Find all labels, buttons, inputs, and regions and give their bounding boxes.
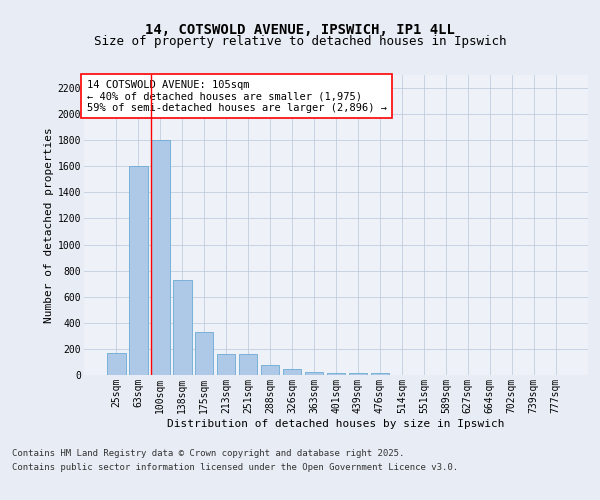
- Bar: [349, 373, 367, 375]
- Bar: [151, 140, 170, 375]
- Bar: [371, 373, 389, 375]
- Bar: [283, 369, 301, 375]
- Bar: [173, 280, 191, 375]
- Y-axis label: Number of detached properties: Number of detached properties: [44, 127, 53, 323]
- Bar: [326, 373, 346, 375]
- Text: Contains public sector information licensed under the Open Government Licence v3: Contains public sector information licen…: [12, 464, 458, 472]
- Bar: [261, 364, 280, 375]
- Bar: [107, 353, 125, 375]
- Text: 14, COTSWOLD AVENUE, IPSWICH, IP1 4LL: 14, COTSWOLD AVENUE, IPSWICH, IP1 4LL: [145, 22, 455, 36]
- Text: 14 COTSWOLD AVENUE: 105sqm
← 40% of detached houses are smaller (1,975)
59% of s: 14 COTSWOLD AVENUE: 105sqm ← 40% of deta…: [86, 80, 386, 112]
- Bar: [239, 354, 257, 375]
- X-axis label: Distribution of detached houses by size in Ipswich: Distribution of detached houses by size …: [167, 418, 505, 428]
- Bar: [305, 372, 323, 375]
- Bar: [129, 166, 148, 375]
- Bar: [217, 354, 235, 375]
- Text: Contains HM Land Registry data © Crown copyright and database right 2025.: Contains HM Land Registry data © Crown c…: [12, 448, 404, 458]
- Text: Size of property relative to detached houses in Ipswich: Size of property relative to detached ho…: [94, 35, 506, 48]
- Bar: [195, 332, 214, 375]
